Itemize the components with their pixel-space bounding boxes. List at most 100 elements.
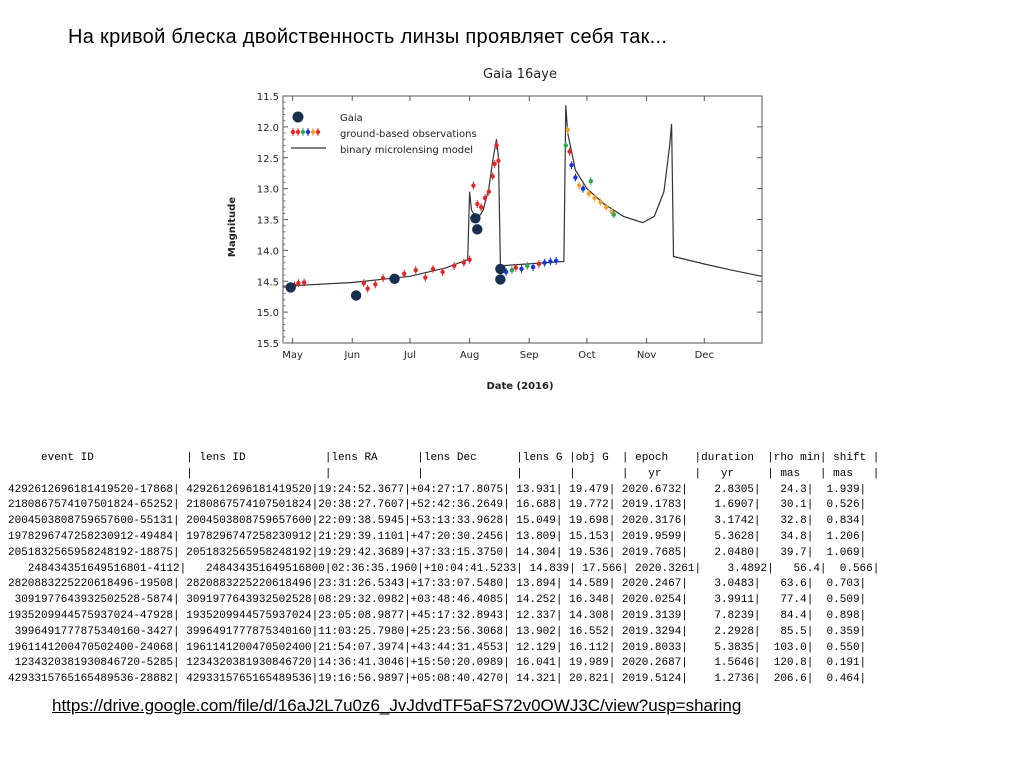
table-row: 2004503808759657600-55131| 2004503808759… bbox=[8, 515, 867, 528]
ground-point bbox=[598, 200, 603, 205]
table-row: 1978296747258230912-49484| 1978296747258… bbox=[8, 530, 867, 543]
ground-point bbox=[577, 183, 582, 188]
table-header-line-2: | | | | | | yr | yr | mas | mas | bbox=[8, 467, 880, 480]
table-body: 4292612696181419520-17868| 4292612696181… bbox=[8, 483, 879, 688]
x-tick-label: Oct bbox=[578, 350, 595, 361]
ground-point bbox=[361, 280, 366, 286]
ground-point bbox=[296, 280, 301, 286]
y-tick-label: 15.0 bbox=[257, 308, 279, 319]
x-tick-label: Jul bbox=[403, 350, 416, 361]
ground-point bbox=[486, 189, 492, 194]
ground-point bbox=[611, 212, 617, 217]
y-tick-label: 11.5 bbox=[257, 92, 279, 103]
chart-legend: Gaia ground-based observations binary micr… bbox=[290, 111, 477, 156]
ground-point bbox=[301, 280, 307, 285]
gaia-point bbox=[285, 282, 296, 293]
y-axis-label: Magnitude bbox=[227, 197, 238, 257]
ground-point bbox=[573, 175, 578, 180]
ground-point bbox=[588, 179, 593, 184]
chart-title: Gaia 16aye bbox=[483, 67, 557, 82]
legend-ground-marker bbox=[315, 129, 321, 135]
legend-ground-marker bbox=[295, 129, 301, 135]
ground-point bbox=[530, 264, 536, 270]
slide-heading: На кривой блеска двойственность линзы пр… bbox=[68, 26, 668, 48]
legend-gaia-marker bbox=[292, 111, 304, 123]
legend-entry-label: binary microlensing model bbox=[340, 145, 473, 156]
ground-point bbox=[482, 195, 488, 201]
ground-point bbox=[553, 258, 559, 264]
ground-point bbox=[496, 158, 501, 164]
ground-point bbox=[603, 204, 609, 210]
ground-point bbox=[401, 271, 407, 277]
table-row: 1234320381930846720-5285| 12343203819308… bbox=[8, 657, 867, 670]
ground-point bbox=[365, 286, 370, 291]
ground-point bbox=[467, 257, 472, 262]
ground-point bbox=[461, 260, 467, 265]
model-curve-layer bbox=[282, 105, 763, 287]
table-row: 4293315765165489536-28882| 4293315765165… bbox=[8, 673, 867, 686]
ground-point bbox=[452, 263, 457, 269]
table-header-line-1: event ID | lens ID |lens RA |lens Dec |l… bbox=[8, 452, 880, 464]
ground-point bbox=[478, 204, 484, 210]
ground-point bbox=[580, 186, 586, 191]
x-tick-label: Sep bbox=[520, 350, 539, 361]
ground-point bbox=[586, 191, 592, 196]
x-axis-label: Date (2016) bbox=[486, 381, 553, 392]
drive-link[interactable]: https://drive.google.com/file/d/16aJ2L7u… bbox=[52, 696, 742, 715]
x-tick-label: Nov bbox=[637, 350, 657, 361]
x-tick-label: Jun bbox=[343, 350, 360, 361]
table-row: 3996491777875340160-3427| 39964917778753… bbox=[8, 625, 867, 638]
model-curve-line bbox=[282, 105, 763, 287]
ground-point bbox=[592, 195, 597, 201]
table-row: 2820883225220618496-19508| 2820883225220… bbox=[8, 578, 867, 591]
ground-point bbox=[373, 282, 378, 287]
legend-ground-marker bbox=[310, 129, 316, 135]
table-row: 1935209944575937024-47928| 1935209944575… bbox=[8, 609, 867, 622]
ground-point bbox=[494, 143, 499, 148]
gaia-points-layer bbox=[285, 213, 506, 301]
x-tick-label: May bbox=[282, 350, 303, 361]
light-curve-chart: Gaia 16aye Magnitude Date (2016) 11.5 12.… bbox=[227, 67, 763, 392]
y-tick-label: 13.0 bbox=[257, 185, 279, 196]
ground-point bbox=[471, 183, 476, 188]
table-row: 1961141200470502400-24068| 1961141200470… bbox=[8, 641, 867, 654]
ground-point bbox=[492, 161, 497, 167]
gaia-point bbox=[495, 274, 506, 285]
ground-point bbox=[440, 269, 445, 275]
legend-ground-marker bbox=[300, 129, 306, 135]
ground-point bbox=[490, 174, 495, 179]
y-tick-label: 12.0 bbox=[257, 123, 279, 134]
y-tick-label: 15.5 bbox=[257, 339, 279, 350]
ground-point bbox=[475, 201, 480, 207]
table-row: 2051832565958248192-18875| 2051832565958… bbox=[8, 546, 867, 559]
y-tick-label: 14.0 bbox=[257, 246, 279, 257]
table-row: 2180867574107501824-65252| 2180867574107… bbox=[8, 499, 867, 512]
legend-ground-marker bbox=[290, 129, 296, 135]
gaia-point bbox=[350, 290, 362, 301]
gaia-point bbox=[495, 263, 506, 275]
y-axis-ticks: 11.5 12.0 12.5 13.0 13.5 14.0 14.5 15.0 15.5 bbox=[257, 92, 762, 350]
ground-points-layer bbox=[292, 125, 617, 293]
legend-entry-label: ground-based observations bbox=[340, 129, 477, 140]
ground-point bbox=[565, 127, 570, 133]
gaia-point bbox=[470, 213, 481, 224]
ground-point bbox=[413, 267, 418, 273]
ground-point bbox=[542, 260, 547, 265]
ground-point bbox=[423, 275, 428, 280]
ground-point bbox=[519, 266, 524, 272]
gaia-point bbox=[389, 273, 400, 284]
legend-ground-marker bbox=[305, 129, 311, 135]
y-tick-label: 12.5 bbox=[257, 154, 279, 165]
y-tick-label: 14.5 bbox=[257, 277, 279, 288]
ground-point bbox=[569, 162, 574, 168]
gaia-point bbox=[472, 224, 483, 235]
events-table: event ID | lens ID |lens RA |lens Dec |l… bbox=[8, 451, 879, 688]
ground-point bbox=[513, 265, 518, 270]
y-tick-label: 13.5 bbox=[257, 216, 279, 227]
table-row: 3091977643932502528-5874| 30919776439325… bbox=[8, 594, 867, 607]
x-tick-label: Dec bbox=[695, 350, 714, 361]
ground-point bbox=[430, 266, 436, 272]
table-row: 4292612696181419520-17868| 4292612696181… bbox=[8, 483, 867, 496]
ground-point bbox=[509, 267, 515, 273]
x-axis-ticks: May Jun Jul Aug Sep Oct Nov Dec bbox=[282, 96, 714, 361]
